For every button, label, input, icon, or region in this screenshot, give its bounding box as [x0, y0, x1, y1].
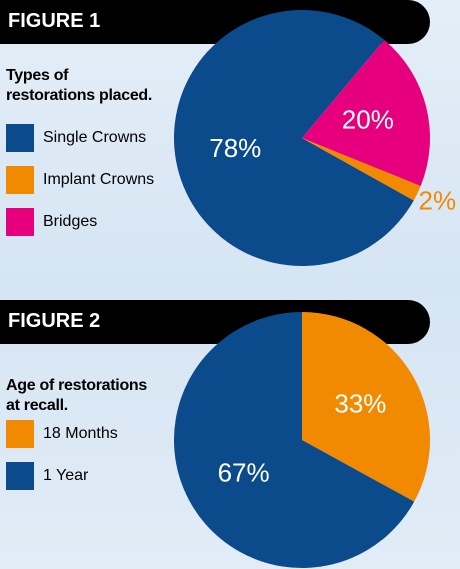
pie-slice: [302, 312, 430, 502]
figure-header: FIGURE 1: [0, 0, 430, 44]
figure-title: FIGURE 2: [8, 310, 101, 332]
subtitle: Types of restorations placed.: [6, 67, 153, 104]
slice-label: 33%: [334, 388, 386, 418]
legend-label: 18 Months: [43, 425, 118, 442]
legend-swatch: [6, 208, 34, 236]
slice-label: 78%: [209, 133, 261, 163]
legend-swatch: [6, 462, 34, 490]
legend-label: Implant Crowns: [43, 171, 155, 188]
legend-swatch: [6, 124, 34, 152]
figure-title: FIGURE 1: [8, 10, 101, 32]
legend-swatch: [6, 166, 34, 194]
pie-slice: [302, 138, 421, 201]
legend-swatch: [6, 420, 34, 448]
pie-slice: [173, 312, 415, 568]
legend-label: 1 Year: [43, 467, 89, 484]
subtitle: Age of restorations at recall.: [6, 377, 147, 414]
slice-label: 67%: [218, 457, 270, 487]
slice-label: 20%: [342, 104, 394, 134]
legend-label: Bridges: [43, 213, 98, 230]
legend-label: Single Crowns: [43, 129, 147, 146]
pie-slice: [174, 9, 414, 266]
slice-label: 2%: [418, 186, 456, 216]
pie-slice: [302, 39, 430, 186]
